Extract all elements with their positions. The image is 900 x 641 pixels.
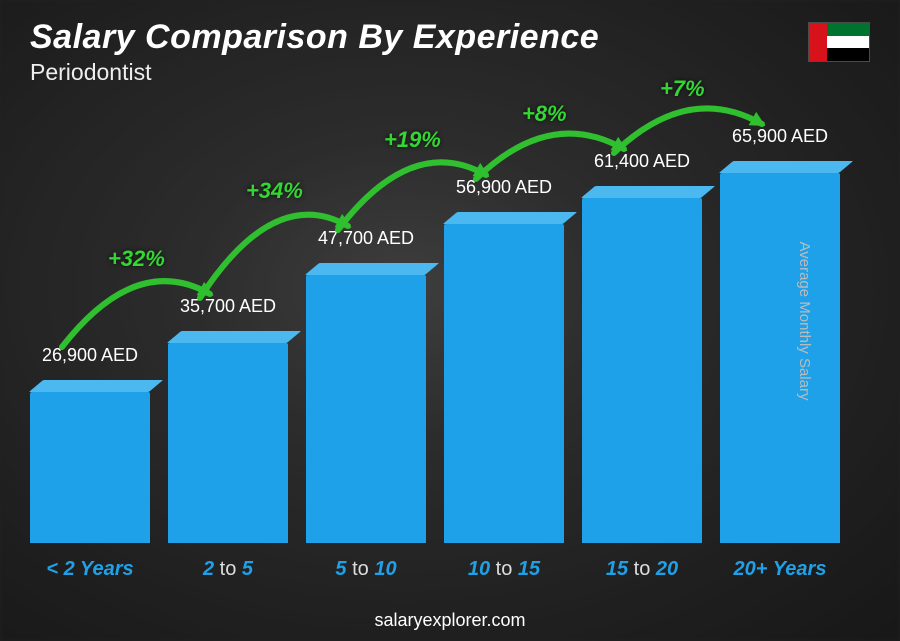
bar-column: 65,900 AED: [720, 126, 840, 543]
x-axis-label: 15 to 20: [582, 558, 702, 581]
increase-pct-label: +7%: [660, 76, 705, 102]
bar: [720, 173, 840, 543]
x-axis-labels: < 2 Years 2 to 5 5 to 10 10 to 15 15 to 20 20…: [30, 558, 840, 581]
bar-column: 56,900 AED: [444, 177, 564, 543]
x-axis-label: 2 to 5: [168, 558, 288, 581]
chart-area: 26,900 AED 35,700 AED 47,700 AED 56,900 AED…: [30, 110, 840, 581]
bar-value-label: 56,900 AED: [456, 177, 552, 198]
bar: [30, 392, 150, 543]
y-axis-label: Average Monthly Salary: [796, 241, 813, 400]
bar-value-label: 26,900 AED: [42, 345, 138, 366]
chart-subtitle: Periodontist: [30, 59, 870, 86]
chart-title: Salary Comparison By Experience: [30, 18, 870, 57]
increase-pct-label: +8%: [522, 101, 567, 127]
bar-value-label: 35,700 AED: [180, 296, 276, 317]
bar: [168, 343, 288, 543]
x-axis-label: 5 to 10: [306, 558, 426, 581]
increase-pct-label: +19%: [384, 127, 441, 153]
bar-column: 47,700 AED: [306, 228, 426, 543]
bar-value-label: 47,700 AED: [318, 228, 414, 249]
bar-column: 35,700 AED: [168, 296, 288, 543]
bar: [582, 198, 702, 543]
bar-column: 26,900 AED: [30, 345, 150, 543]
x-axis-label: < 2 Years: [30, 558, 150, 581]
bar-value-label: 61,400 AED: [594, 151, 690, 172]
bar: [306, 275, 426, 543]
bar: [444, 224, 564, 543]
uae-flag-icon: [808, 22, 870, 62]
footer-credit: salaryexplorer.com: [0, 610, 900, 631]
increase-pct-label: +34%: [246, 178, 303, 204]
x-axis-label: 20+ Years: [720, 558, 840, 581]
bar-value-label: 65,900 AED: [732, 126, 828, 147]
bars-row: 26,900 AED 35,700 AED 47,700 AED 56,900 AED…: [30, 123, 840, 543]
content-container: Salary Comparison By Experience Periodon…: [0, 0, 900, 641]
x-axis-label: 10 to 15: [444, 558, 564, 581]
bar-column: 61,400 AED: [582, 151, 702, 543]
increase-pct-label: +32%: [108, 246, 165, 272]
